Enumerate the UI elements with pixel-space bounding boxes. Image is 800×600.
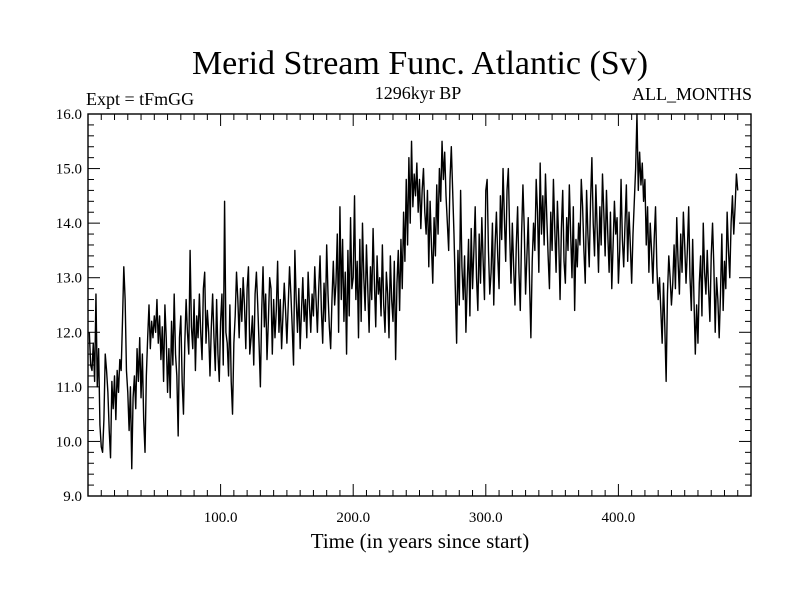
x-tick-label: 300.0	[469, 510, 503, 526]
y-tick-label: 13.0	[56, 271, 82, 287]
y-tick-label: 10.0	[56, 434, 82, 450]
y-tick-label: 14.0	[56, 216, 82, 232]
x-tick-label: 200.0	[336, 510, 370, 526]
y-tick-label: 9.0	[63, 489, 82, 505]
y-tick-label: 15.0	[56, 162, 82, 178]
plot-frame	[87, 113, 752, 497]
data-series-line	[88, 113, 739, 470]
x-tick-label: 400.0	[602, 510, 636, 526]
experiment-label: Expt = tFmGG	[86, 89, 194, 109]
months-label: ALL_MONTHS	[632, 84, 752, 104]
chart-title: Merid Stream Func. Atlantic (Sv)	[192, 45, 648, 82]
x-tick-label: 100.0	[204, 510, 238, 526]
x-axis-label: Time (in years since start)	[311, 529, 530, 553]
period-label: 1296kyr BP	[375, 83, 462, 103]
axis-tick-labels: 100.0 200.0 300.0 400.0 9.0 10.0 11.0 12.0 13.0 1…	[56, 107, 636, 526]
y-tick-label: 16.0	[56, 107, 82, 123]
y-tick-label: 12.0	[56, 325, 82, 341]
y-tick-label: 11.0	[56, 380, 82, 396]
